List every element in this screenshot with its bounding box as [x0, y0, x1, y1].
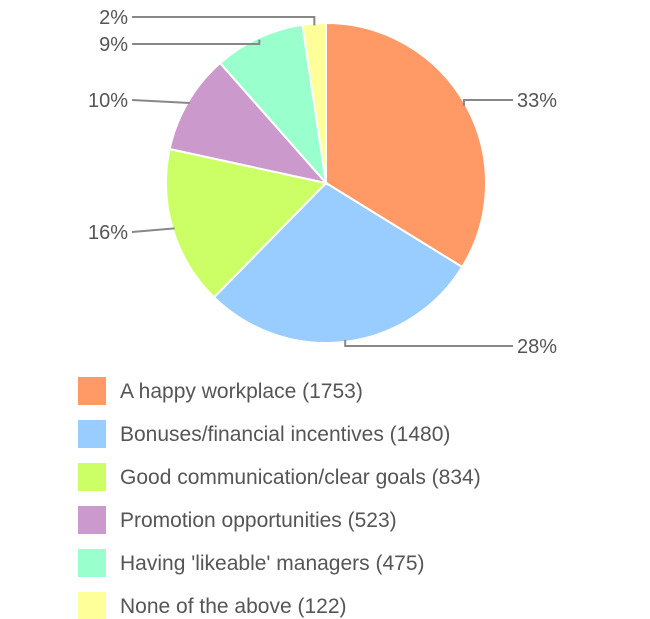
percent-label: 16%	[88, 222, 128, 244]
percent-label: 9%	[99, 34, 128, 56]
legend-swatch	[78, 463, 106, 491]
pie-percent-labels: 33% 28% 16% 10% 9% 2%	[88, 7, 557, 358]
leader-line	[131, 227, 175, 233]
leader-line	[131, 99, 190, 105]
leader-line	[132, 16, 316, 26]
leader-line	[344, 339, 513, 347]
legend-label: Bonuses/financial incentives (1480)	[120, 423, 450, 446]
legend-swatch	[78, 549, 106, 577]
legend-label: Good communication/clear goals (834)	[120, 466, 481, 489]
pie-slice	[218, 23, 328, 187]
legend-label: A happy workplace (1753)	[120, 380, 363, 403]
legend-label: None of the above (122)	[120, 595, 347, 618]
legend-swatch	[78, 592, 106, 619]
legend-swatch	[78, 506, 106, 534]
leader-line	[462, 99, 513, 106]
legend-swatch	[78, 377, 106, 405]
legend-label: Promotion opportunities (523)	[120, 509, 397, 532]
chart-legend: A happy workplace (1753) Bonuses/financia…	[78, 377, 481, 619]
leader-line	[132, 39, 261, 45]
pie-slice	[325, 21, 487, 269]
pie-slices	[165, 21, 487, 344]
pie-leader-lines	[131, 16, 513, 347]
legend-label: Having 'likeable' managers (475)	[120, 552, 425, 575]
percent-label: 2%	[99, 7, 128, 29]
percent-label: 10%	[88, 90, 128, 112]
legend-swatch	[78, 420, 106, 448]
percent-label: 33%	[517, 90, 557, 112]
percent-label: 28%	[517, 336, 557, 358]
